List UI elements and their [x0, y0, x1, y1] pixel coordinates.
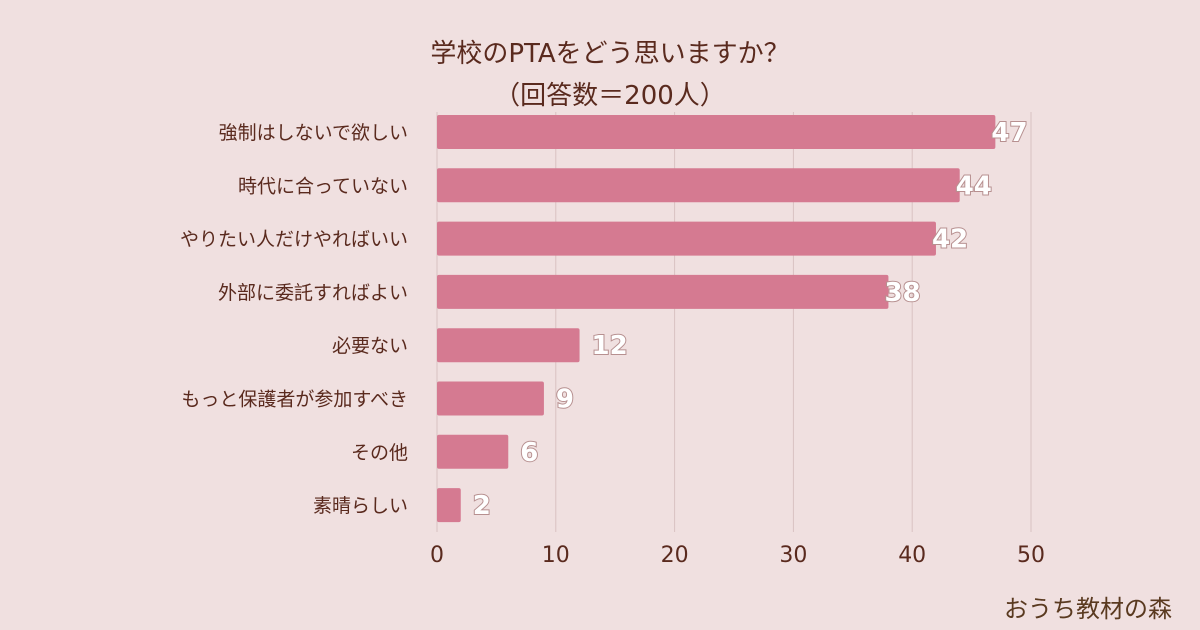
category-label: 強制はしないで欲しい — [219, 122, 408, 144]
data-label: 47 — [991, 118, 1027, 148]
data-label: 42 — [932, 225, 968, 255]
bar — [437, 168, 960, 203]
bar — [437, 274, 889, 309]
bar — [437, 115, 996, 149]
bar — [437, 221, 936, 256]
data-label: 6 — [520, 438, 538, 468]
x-tick-label: 10 — [542, 543, 570, 568]
category-label: 素晴らしい — [313, 495, 408, 517]
data-label: 38 — [884, 278, 920, 308]
bar — [437, 434, 509, 469]
x-tick-label: 20 — [661, 543, 689, 568]
data-label: 12 — [592, 331, 628, 361]
label-layer: 強制はしないで欲しい 47 時代に合っていない 44 やりたい人だけやればいい 42 外部に… — [180, 117, 1029, 522]
category-label: やりたい人だけやればいい — [180, 229, 408, 251]
x-tick-label: 30 — [779, 543, 807, 568]
bar-layer — [437, 115, 996, 523]
x-tick-label: 50 — [1017, 543, 1045, 568]
data-label: 9 — [556, 385, 574, 415]
bar — [437, 328, 580, 363]
category-label: 必要ない — [332, 335, 408, 357]
category-label: 外部に委託すればよい — [218, 282, 408, 304]
x-tick-label: 0 — [430, 543, 444, 568]
chart-title: 学校のPTAをどう思いますか？ — [430, 39, 789, 69]
category-label: もっと保護者が参加すべき — [181, 389, 408, 411]
brand-logo-text: おうち教材の森 — [1004, 595, 1172, 623]
x-tick-label: 40 — [898, 543, 926, 568]
chart-subtitle: （回答数＝200人） — [494, 81, 726, 111]
data-label: 44 — [956, 171, 992, 201]
tick-layer: 0 10 20 30 40 50 — [430, 543, 1045, 568]
bar — [437, 381, 544, 416]
data-label: 2 — [473, 491, 491, 521]
bar — [437, 488, 461, 523]
category-label: その他 — [351, 442, 408, 464]
category-label: 時代に合っていない — [238, 175, 408, 197]
